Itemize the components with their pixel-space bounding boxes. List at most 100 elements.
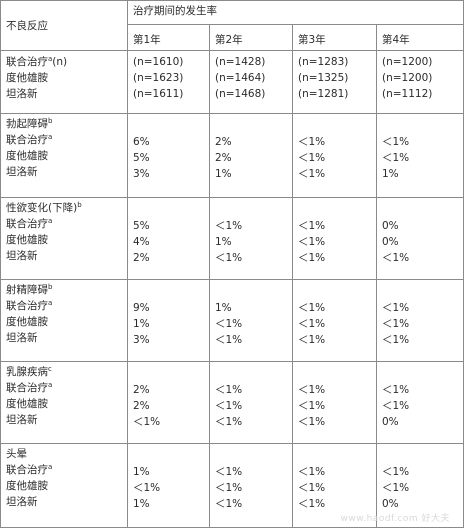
header-year-3: 第3年 xyxy=(292,24,377,51)
footnote-marker: b xyxy=(48,283,53,291)
treatment-label: 坦洛新 xyxy=(6,250,38,262)
rate-value: ＜1% xyxy=(298,220,326,232)
value-cell-year-3: ＜1% ＜1% ＜1% xyxy=(292,197,377,280)
treatment-label: 度他雄胺 xyxy=(6,316,48,328)
treatment-label: 度他雄胺 xyxy=(6,398,48,410)
value-cell-year-4: ＜1% ＜1% 0% xyxy=(376,443,464,528)
rate-value: ＜1% xyxy=(382,152,410,164)
label-cell-dizziness: 头晕 联合治疗a 度他雄胺 坦洛新 xyxy=(0,443,128,528)
value-cell-year-4: 0% 0% ＜1% xyxy=(376,197,464,280)
treatment-label: 联合治疗a xyxy=(6,381,53,395)
rate-value: ＜1% xyxy=(298,384,326,396)
label-cell-libido-change: 性欲变化(下降)b 联合治疗a 度他雄胺坦洛新 xyxy=(0,197,128,280)
label-cell-erectile-dysfunction: 勃起障碍b 联合治疗a 度他雄胺 坦洛新 xyxy=(0,113,128,198)
rate-value: ＜1% xyxy=(298,168,326,180)
rate-value: 1% xyxy=(215,302,232,314)
row-erectile-dysfunction: 勃起障碍b 联合治疗a 度他雄胺 坦洛新 6% 5% 3% 2% 2% 1% ＜1% ＜1% ＜1% ＜1… xyxy=(0,113,464,198)
treatment-label: 联合治疗a(n) xyxy=(6,55,68,69)
treatment-label: 度他雄胺 xyxy=(6,234,48,246)
rate-value: (n=1464) xyxy=(215,72,266,84)
value-cell-year-4: ＜1% ＜1% 1% xyxy=(376,113,464,198)
value-cell-year-4: ＜1% ＜1% 0% xyxy=(376,361,464,444)
rate-value: 6% xyxy=(133,136,150,148)
section-title: 性欲变化(下降)b xyxy=(6,201,82,215)
label-cell-counts: 联合治疗a(n) 度他雄胺 坦洛新 xyxy=(0,50,128,114)
treatment-label: 坦洛新 xyxy=(6,414,38,426)
value-cell-year-2: ＜1% ＜1% ＜1% xyxy=(209,443,293,528)
section-title: 乳腺疾病c xyxy=(6,365,52,379)
rate-value: ＜1% xyxy=(298,136,326,148)
treatment-label: 坦洛新 xyxy=(6,88,38,100)
rate-value: ＜1% xyxy=(215,498,243,510)
value-cell-year-4: ＜1% ＜1% ＜1% xyxy=(376,279,464,362)
value-cell-year-1: 9% 1% 3% xyxy=(127,279,210,362)
footnote-marker: a xyxy=(48,381,53,389)
rate-value: ＜1% xyxy=(215,318,243,330)
rate-value: ＜1% xyxy=(382,334,410,346)
footnote-marker: a xyxy=(48,217,53,225)
rate-value: 2% xyxy=(215,136,232,148)
rate-value: ＜1% xyxy=(382,302,410,314)
rate-value: (n=1281) xyxy=(298,88,349,100)
rate-value: ＜1% xyxy=(382,466,410,478)
row-counts: 联合治疗a(n) 度他雄胺 坦洛新 (n=1610) (n=1623) (n=1611)(… xyxy=(0,50,464,114)
value-cell-year-1: 1% ＜1% 1% xyxy=(127,443,210,528)
header-adverse-reaction: 不良反应 xyxy=(0,0,128,51)
rate-value: 1% xyxy=(133,498,150,510)
value-cell-year-3: ＜1% ＜1% ＜1% xyxy=(292,113,377,198)
rate-value: (n=1283) xyxy=(298,56,349,68)
rate-value: ＜1% xyxy=(298,302,326,314)
rate-value: 1% xyxy=(215,168,232,180)
rate-value: (n=1200) xyxy=(382,72,433,84)
value-cell-year-2: ＜1% 1% ＜1% xyxy=(209,197,293,280)
rate-value: 1% xyxy=(133,466,150,478)
rate-value: (n=1325) xyxy=(298,72,349,84)
value-cell-year-2: 2% 2% 1% xyxy=(209,113,293,198)
rate-value: ＜1% xyxy=(382,136,410,148)
rate-value: (n=1200) xyxy=(382,56,433,68)
rate-value: ＜1% xyxy=(382,384,410,396)
rate-value: ＜1% xyxy=(215,252,243,264)
value-cell-year-4: (n=1200) (n=1200) (n=1112) xyxy=(376,50,464,114)
row-breast-disorder: 乳腺疾病c 联合治疗a 度他雄胺 坦洛新 2% 2% ＜1% ＜1% ＜1% ＜1% ＜1% ＜1% ＜… xyxy=(0,361,464,444)
rate-value: 2% xyxy=(133,400,150,412)
section-title: 勃起障碍b xyxy=(6,117,53,131)
value-cell-year-1: (n=1610) (n=1623) (n=1611) xyxy=(127,50,210,114)
treatment-label: 联合治疗a xyxy=(6,463,53,477)
header-year-4: 第4年 xyxy=(376,24,464,51)
rate-value: (n=1623) xyxy=(133,72,184,84)
rate-value: 0% xyxy=(382,236,399,248)
rate-value: ＜1% xyxy=(215,400,243,412)
value-cell-year-3: ＜1% ＜1% ＜1% xyxy=(292,443,377,528)
rate-value: 0% xyxy=(382,498,399,510)
rate-value: ＜1% xyxy=(382,400,410,412)
treatment-label: 联合治疗a xyxy=(6,133,53,147)
rate-value: ＜1% xyxy=(298,252,326,264)
rate-value: 1% xyxy=(133,318,150,330)
rate-value: (n=1610) xyxy=(133,56,184,68)
header-row-2: 第1年 第2年 第3年 第4年 xyxy=(1,24,464,51)
rate-value: ＜1% xyxy=(298,236,326,248)
section-title: 头晕 xyxy=(6,448,27,460)
value-cell-year-1: 6% 5% 3% xyxy=(127,113,210,198)
rate-value: (n=1428) xyxy=(215,56,266,68)
rate-value: 1% xyxy=(215,236,232,248)
value-cell-year-3: ＜1% ＜1% ＜1% xyxy=(292,361,377,444)
header-year-1: 第1年 xyxy=(127,24,210,51)
label-cell-breast-disorder: 乳腺疾病c 联合治疗a 度他雄胺坦洛新 xyxy=(0,361,128,444)
footnote-marker: a xyxy=(48,463,53,471)
rate-value: 5% xyxy=(133,152,150,164)
rate-value: ＜1% xyxy=(382,252,410,264)
row-ejaculation-disorder: 射精障碍b 联合治疗a 度他雄胺 坦洛新 9% 1% 3% 1% ＜1% ＜1% ＜1% ＜1% ＜1%… xyxy=(0,279,464,362)
row-dizziness: 头晕 联合治疗a 度他雄胺 坦洛新 1% ＜1% 1% ＜1% ＜1% ＜1% ＜1% ＜1% ＜1% ＜… xyxy=(0,443,464,528)
treatment-label: 联合治疗a xyxy=(6,217,53,231)
footnote-marker: c xyxy=(48,365,52,373)
rate-value: ＜1% xyxy=(298,498,326,510)
value-cell-year-1: 2% 2% ＜1% xyxy=(127,361,210,444)
value-cell-year-2: (n=1428) (n=1464) (n=1468) xyxy=(209,50,293,114)
treatment-label: 坦洛新 xyxy=(6,496,38,508)
value-cell-year-2: ＜1% ＜1% ＜1% xyxy=(209,361,293,444)
rate-value: 4% xyxy=(133,236,150,248)
section-title: 射精障碍b xyxy=(6,283,53,297)
